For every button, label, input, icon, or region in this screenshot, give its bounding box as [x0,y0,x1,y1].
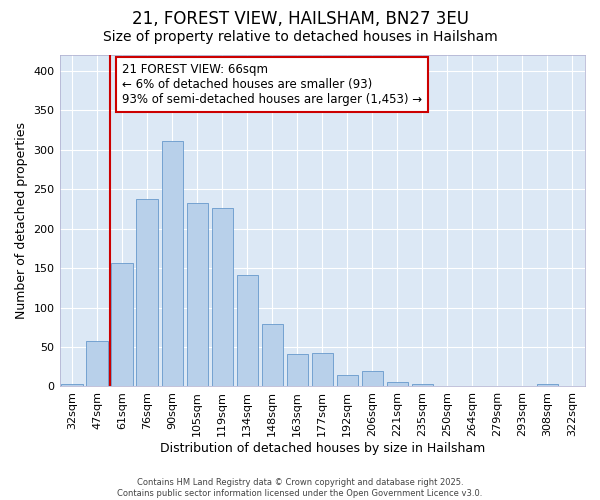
Text: 21, FOREST VIEW, HAILSHAM, BN27 3EU: 21, FOREST VIEW, HAILSHAM, BN27 3EU [131,10,469,28]
Bar [212,208,233,386]
Bar [262,324,283,386]
Bar [362,372,383,386]
Bar [161,141,183,386]
Bar [287,354,308,386]
Bar [387,382,408,386]
Bar [61,384,83,386]
Bar [337,376,358,386]
Text: 21 FOREST VIEW: 66sqm
← 6% of detached houses are smaller (93)
93% of semi-detac: 21 FOREST VIEW: 66sqm ← 6% of detached h… [122,63,422,106]
Bar [412,384,433,386]
Bar [112,262,133,386]
Bar [537,384,558,386]
Bar [86,340,108,386]
Bar [236,275,258,386]
Text: Contains HM Land Registry data © Crown copyright and database right 2025.
Contai: Contains HM Land Registry data © Crown c… [118,478,482,498]
Text: Size of property relative to detached houses in Hailsham: Size of property relative to detached ho… [103,30,497,44]
Bar [311,354,333,386]
Y-axis label: Number of detached properties: Number of detached properties [15,122,28,319]
Bar [136,200,158,386]
X-axis label: Distribution of detached houses by size in Hailsham: Distribution of detached houses by size … [160,442,485,455]
Bar [187,202,208,386]
